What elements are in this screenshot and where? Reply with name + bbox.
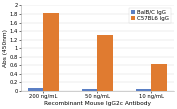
Bar	[152, 64, 167, 91]
Bar	[28, 88, 44, 91]
X-axis label: Recombinant Mouse IgG2c Antibody: Recombinant Mouse IgG2c Antibody	[44, 100, 151, 106]
Bar	[44, 13, 59, 91]
Bar	[136, 89, 152, 91]
Y-axis label: Abs (450nm): Abs (450nm)	[4, 29, 8, 67]
Bar	[82, 89, 98, 91]
Bar	[98, 35, 113, 91]
Legend: BalB/C IgG, C57BL6 IgG: BalB/C IgG, C57BL6 IgG	[129, 8, 171, 23]
